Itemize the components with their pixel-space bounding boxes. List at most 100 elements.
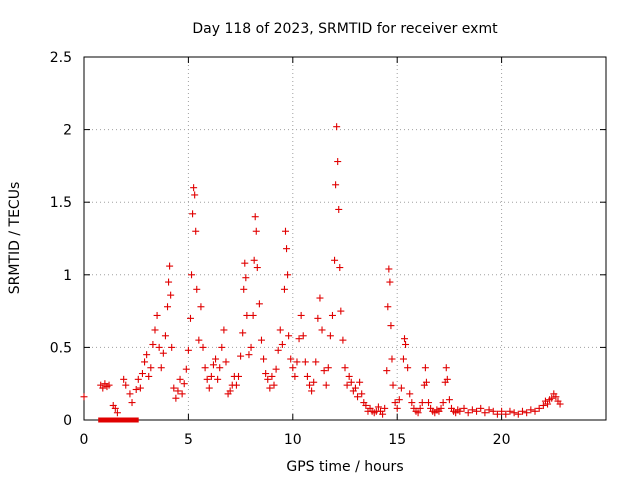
data-point bbox=[322, 381, 330, 389]
data-point bbox=[159, 349, 167, 357]
data-point bbox=[343, 381, 351, 389]
data-point bbox=[320, 367, 328, 375]
data-point bbox=[291, 372, 299, 380]
data-point bbox=[385, 265, 393, 273]
data-point bbox=[243, 311, 251, 319]
data-point bbox=[247, 343, 255, 351]
data-point bbox=[257, 336, 265, 344]
data-point bbox=[493, 410, 501, 418]
data-point bbox=[280, 285, 288, 293]
data-point bbox=[195, 336, 203, 344]
data-point bbox=[312, 358, 320, 366]
data-point bbox=[345, 372, 353, 380]
data-point bbox=[502, 410, 510, 418]
data-point bbox=[184, 346, 192, 354]
data-point bbox=[172, 394, 180, 402]
data-point bbox=[190, 184, 198, 192]
data-point bbox=[218, 343, 226, 351]
data-point bbox=[347, 378, 355, 386]
data-point bbox=[193, 285, 201, 293]
data-point bbox=[539, 401, 547, 409]
data-point bbox=[220, 326, 228, 334]
grid-lines bbox=[84, 57, 606, 420]
data-point bbox=[481, 409, 489, 417]
data-point bbox=[283, 245, 291, 253]
data-point bbox=[418, 399, 426, 407]
data-point bbox=[276, 326, 284, 334]
data-point bbox=[203, 375, 211, 383]
data-point bbox=[328, 311, 336, 319]
data-point bbox=[535, 404, 543, 412]
data-point bbox=[510, 409, 518, 417]
data-point bbox=[132, 386, 140, 394]
data-point bbox=[122, 381, 130, 389]
data-point bbox=[99, 384, 107, 392]
data-point bbox=[485, 406, 493, 414]
data-point bbox=[191, 191, 199, 199]
data-point bbox=[239, 329, 247, 337]
data-point bbox=[165, 278, 173, 286]
data-point bbox=[105, 381, 113, 389]
plot-frame bbox=[83, 56, 607, 421]
chart-title: Day 118 of 2023, SRMTID for receiver exm… bbox=[192, 21, 498, 37]
x-tick-label: 15 bbox=[388, 432, 406, 448]
data-point bbox=[310, 378, 318, 386]
data-point bbox=[389, 381, 397, 389]
data-point-square bbox=[133, 417, 139, 423]
data-point bbox=[128, 399, 136, 407]
data-point bbox=[249, 311, 257, 319]
data-point bbox=[136, 384, 144, 392]
data-point bbox=[205, 384, 213, 392]
data-point bbox=[384, 303, 392, 311]
data-point bbox=[531, 407, 539, 415]
data-point bbox=[167, 291, 175, 299]
data-point bbox=[489, 407, 497, 415]
data-point bbox=[197, 303, 205, 311]
data-point-square bbox=[123, 417, 129, 423]
data-point bbox=[399, 355, 407, 363]
data-point bbox=[299, 332, 307, 340]
data-point bbox=[295, 335, 303, 343]
data-point bbox=[143, 351, 151, 359]
x-axis-label: GPS time / hours bbox=[286, 459, 403, 475]
data-point bbox=[498, 407, 506, 415]
data-point bbox=[339, 336, 347, 344]
data-point bbox=[422, 378, 430, 386]
data-point bbox=[242, 274, 250, 282]
data-point bbox=[168, 343, 176, 351]
data-point bbox=[548, 394, 556, 402]
data-point bbox=[188, 271, 196, 279]
data-point bbox=[421, 364, 429, 372]
data-point bbox=[293, 358, 301, 366]
data-point bbox=[141, 358, 149, 366]
data-point bbox=[240, 285, 248, 293]
data-point bbox=[406, 390, 414, 398]
data-point bbox=[170, 384, 178, 392]
data-point bbox=[216, 364, 224, 372]
data-point bbox=[318, 326, 326, 334]
data-point bbox=[250, 256, 258, 264]
data-point bbox=[306, 381, 314, 389]
data-point bbox=[308, 387, 316, 395]
data-point bbox=[161, 332, 169, 340]
data-point bbox=[262, 370, 270, 378]
data-point bbox=[232, 381, 240, 389]
data-point-square bbox=[114, 417, 120, 423]
data-point-square bbox=[106, 417, 112, 423]
data-point bbox=[527, 406, 535, 414]
data-point bbox=[241, 259, 249, 267]
data-point bbox=[301, 358, 309, 366]
data-point bbox=[388, 355, 396, 363]
data-point bbox=[374, 403, 382, 411]
data-point bbox=[264, 375, 272, 383]
data-point bbox=[252, 227, 260, 235]
data-point bbox=[166, 262, 174, 270]
data-point bbox=[401, 335, 409, 343]
data-point bbox=[414, 409, 422, 417]
y-tick-label: 0 bbox=[63, 413, 72, 429]
data-point bbox=[174, 387, 182, 395]
y-tick-label: 1.5 bbox=[50, 195, 72, 211]
data-point-square bbox=[119, 417, 125, 423]
data-point bbox=[416, 404, 424, 412]
